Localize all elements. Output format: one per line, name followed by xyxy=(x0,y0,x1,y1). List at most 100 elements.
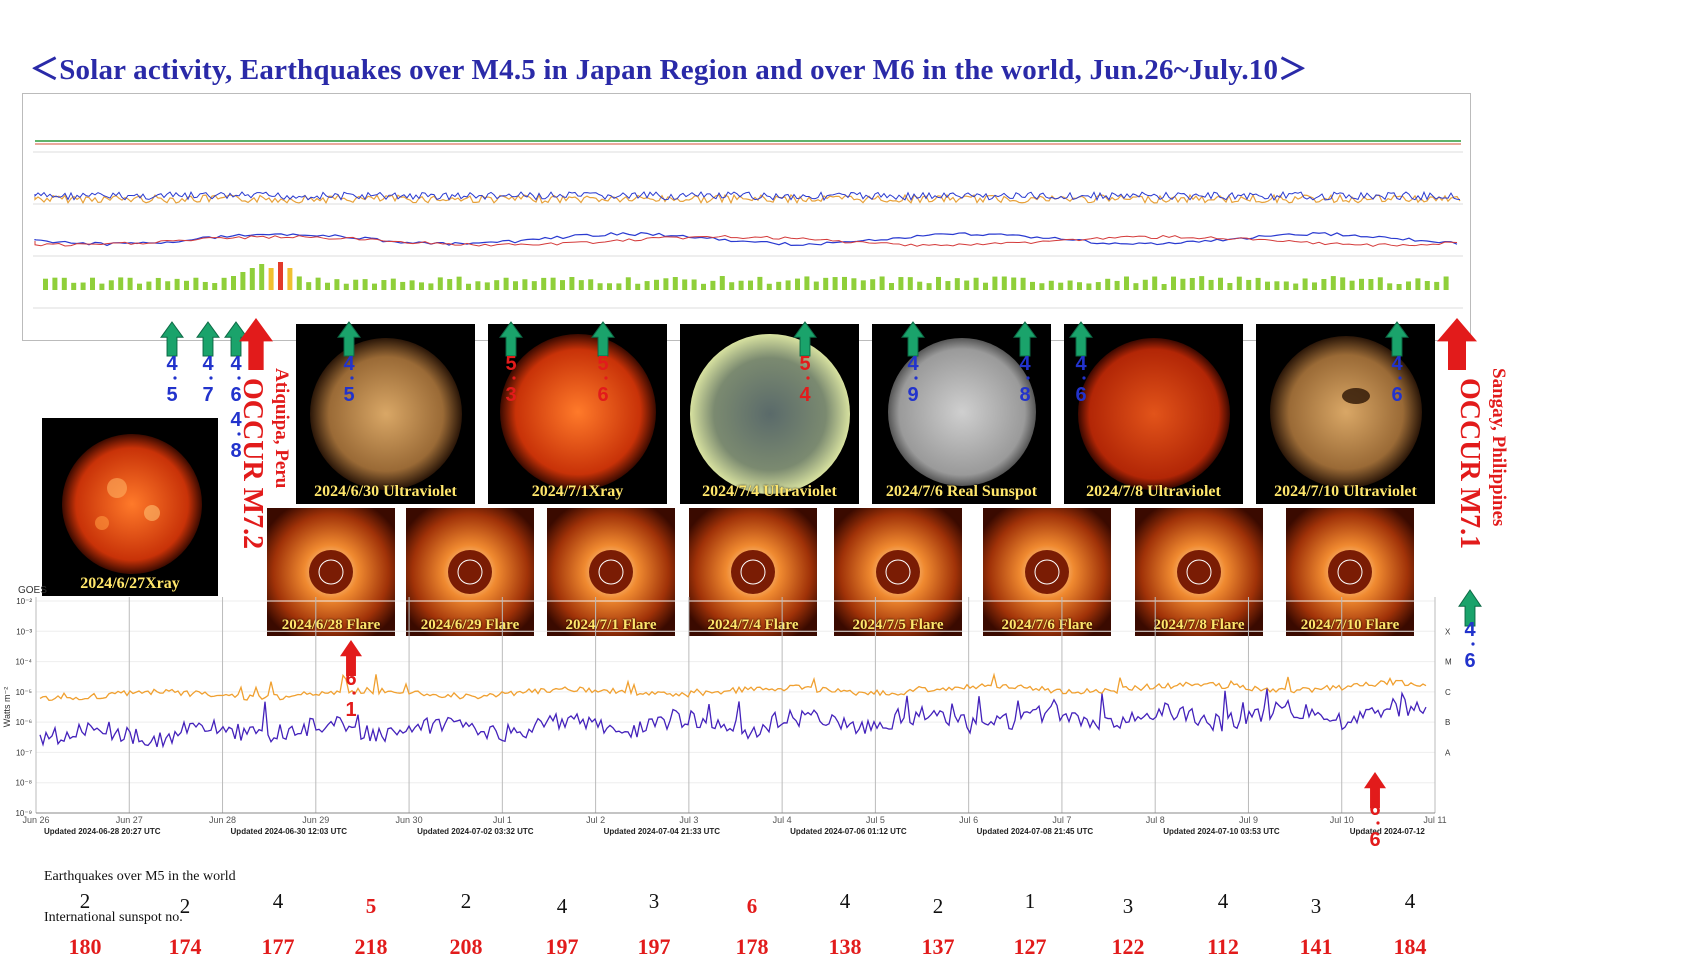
kp-index-bar xyxy=(644,281,650,290)
kp-index-bar xyxy=(889,283,894,290)
quake-decimal-point xyxy=(350,376,354,380)
eq-count-value: 2 xyxy=(932,894,944,918)
kp-index-bar xyxy=(1434,281,1440,290)
kp-index-bar xyxy=(1030,281,1035,290)
kp-index-bar xyxy=(475,281,481,290)
kp-index-bar xyxy=(1020,277,1026,290)
coronagraph-graphic xyxy=(834,508,962,636)
kp-index-bar xyxy=(1368,279,1374,290)
kp-index-bar xyxy=(1359,278,1364,290)
kp-index-bar xyxy=(80,282,86,290)
quake-magnitude-digit: 6 xyxy=(1369,798,1380,820)
kp-index-bar xyxy=(296,276,302,290)
x-tick-label: Jun 30 xyxy=(396,815,423,825)
kp-index-bar xyxy=(588,279,594,290)
x-tick-label: Jun 28 xyxy=(209,815,236,825)
kp-index-bar xyxy=(691,279,697,290)
kp-index-bar xyxy=(635,283,641,290)
green-quake-arrow xyxy=(160,321,184,357)
goes-space-weather-panel xyxy=(22,93,1471,341)
flare-coronagraph-image: 2024/7/5 Flare xyxy=(834,508,962,636)
flare-class-label: C xyxy=(1445,688,1451,697)
kp-index-bar xyxy=(842,276,847,290)
sunspot-value: 127 xyxy=(1013,934,1047,959)
kp-index-bar xyxy=(1114,280,1120,290)
kp-index-bar xyxy=(748,280,753,290)
quake-magnitude-digit: 6 xyxy=(597,384,608,406)
kp-index-bar xyxy=(1095,282,1101,290)
quake-magnitude-digit: 6 xyxy=(1369,829,1380,851)
kp-index-bar xyxy=(1274,281,1280,290)
kp-index-bar xyxy=(1218,277,1223,290)
kp-index-bar xyxy=(240,272,246,290)
occur-left-label: OCCUR M7.2 xyxy=(237,378,268,550)
sunspot-value: 197 xyxy=(545,934,579,959)
kp-index-bar xyxy=(484,282,490,290)
kp-index-bar xyxy=(513,281,518,290)
sunspot-value: 137 xyxy=(921,934,955,959)
occur-right-label: OCCUR M7.1 xyxy=(1454,378,1485,550)
kp-index-bar xyxy=(155,277,161,290)
y-tick-label: 10⁻⁹ xyxy=(15,809,32,818)
flare-coronagraph-image: 2024/7/4 Flare xyxy=(689,508,817,636)
red-quake-arrow xyxy=(340,640,362,676)
kp-index-bar xyxy=(165,281,171,290)
eq-row-label: Earthquakes over M5 in the world xyxy=(44,869,236,884)
quake-decimal-point xyxy=(1082,376,1086,380)
sunspot-value: 122 xyxy=(1111,934,1145,959)
solar-image-uv-0708: 2024/7/8 Ultraviolet xyxy=(1064,324,1243,504)
x-tick-label: Jul 1 xyxy=(493,815,512,825)
update-timestamp: Updated 2024-06-30 12:03 UTC xyxy=(231,827,348,836)
solar-image-uv-0630: 2024/6/30 Ultraviolet xyxy=(296,324,475,504)
kp-index-bar xyxy=(729,282,735,290)
quake-magnitude-digit: 1 xyxy=(345,699,356,721)
green-quake-arrow xyxy=(1385,321,1409,357)
eq-count-value: 3 xyxy=(648,889,660,913)
kp-index-bar xyxy=(560,280,565,290)
green-quake-arrow xyxy=(499,321,523,357)
sunspot-value: 184 xyxy=(1393,934,1427,959)
kp-index-bar xyxy=(1058,282,1064,290)
kp-index-bar xyxy=(879,276,885,290)
kp-index-bar xyxy=(306,282,312,290)
quake-magnitude-digit: 5 xyxy=(343,384,354,406)
y-tick-label: 10⁻⁴ xyxy=(15,658,32,667)
x-tick-label: Jul 3 xyxy=(679,815,698,825)
sunspot-value: 178 xyxy=(735,934,769,959)
y-tick-label: 10⁻⁸ xyxy=(16,779,33,788)
quake-decimal-point xyxy=(604,376,608,380)
x-tick-label: Jun 27 xyxy=(116,815,143,825)
kp-index-bar xyxy=(1293,283,1299,290)
flare-image-caption: 2024/6/29 Flare xyxy=(420,617,520,633)
quake-magnitude-digit: 7 xyxy=(202,384,213,406)
kp-index-bar xyxy=(1312,282,1317,290)
kp-index-bar xyxy=(1349,280,1355,290)
kp-index-bar xyxy=(870,279,876,290)
kp-index-bar xyxy=(447,279,453,290)
green-quake-arrow xyxy=(1069,321,1093,357)
flare-image-caption: 2024/7/4 Flare xyxy=(707,617,799,633)
eq-count-value: 6 xyxy=(746,894,758,918)
quake-decimal-point xyxy=(209,376,213,380)
red-quake-arrow xyxy=(239,318,273,370)
sunspot-value: 208 xyxy=(449,934,483,959)
kp-index-bar xyxy=(1265,281,1270,290)
kp-index-bar xyxy=(1340,277,1346,290)
kp-index-bar xyxy=(663,278,669,290)
kp-index-bar xyxy=(541,277,547,290)
kp-index-bar xyxy=(926,283,932,290)
kp-index-bar xyxy=(419,282,424,290)
solar-image-xray-0701: 2024/7/1Xray xyxy=(488,324,667,504)
eq-count-value: 3 xyxy=(1310,894,1322,918)
eq-count-value: 1 xyxy=(1024,889,1036,913)
y-tick-label: 10⁻² xyxy=(16,597,32,606)
quake-magnitude-digit: 4 xyxy=(1075,353,1087,375)
green-quake-arrow xyxy=(1013,321,1037,357)
x-tick-label: Jul 11 xyxy=(1423,815,1446,825)
kp-index-bar xyxy=(785,280,791,290)
kp-index-bar xyxy=(832,277,838,290)
kp-index-bar xyxy=(1152,276,1158,290)
kp-index-bar xyxy=(973,277,979,290)
kp-index-bar xyxy=(325,282,330,290)
